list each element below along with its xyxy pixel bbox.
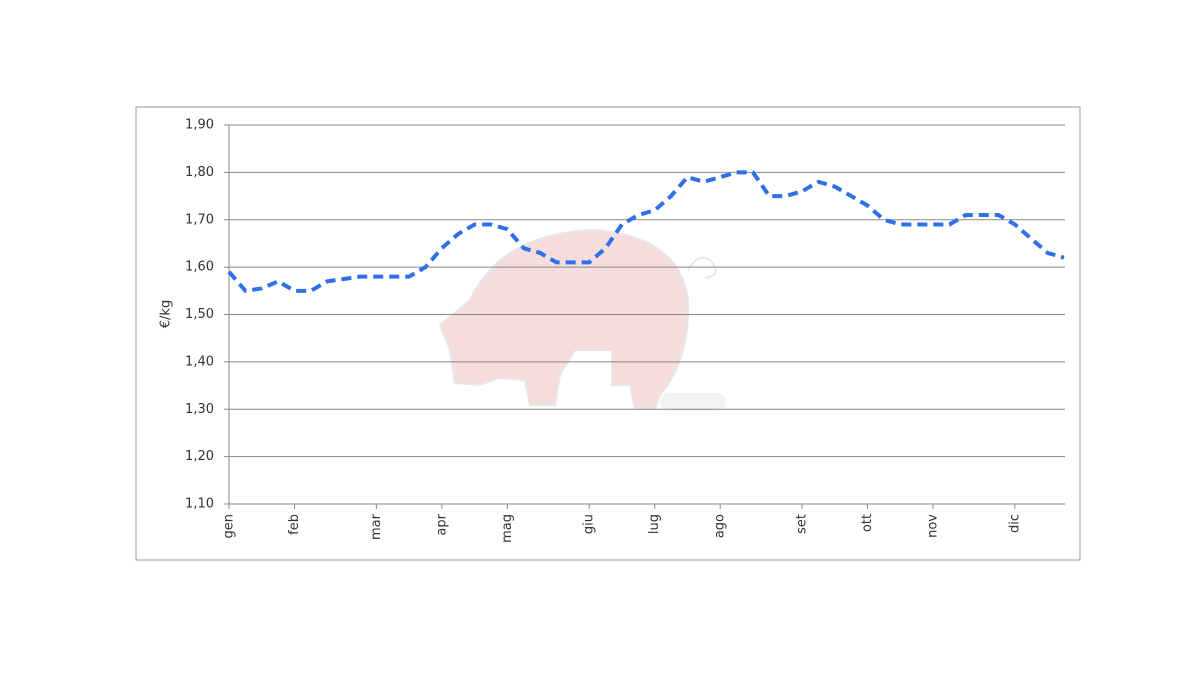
y-tick-label: 1,40 bbox=[185, 354, 214, 369]
y-tick-label: 1,30 bbox=[185, 402, 214, 417]
x-tick-label: apr bbox=[434, 513, 449, 535]
y-tick-label: 1,50 bbox=[185, 307, 214, 322]
x-tick-label: mag bbox=[500, 514, 515, 543]
x-tick-label: mar bbox=[369, 513, 384, 540]
data-line bbox=[227, 170, 1065, 293]
y-axis-title: €/kg bbox=[159, 300, 174, 328]
x-tick-label: feb bbox=[287, 514, 302, 535]
y-tick-label: 1,60 bbox=[185, 260, 214, 275]
x-tick-label: set bbox=[795, 514, 810, 534]
x-tick-label: giu bbox=[582, 514, 597, 534]
chart-frame bbox=[135, 106, 1081, 561]
x-tick-label: dic bbox=[1007, 514, 1022, 533]
y-tick-label: 1,20 bbox=[185, 449, 214, 464]
x-tick-label: nov bbox=[926, 514, 941, 538]
y-tick-label: 1,70 bbox=[185, 212, 214, 227]
y-tick-label: 1,90 bbox=[185, 118, 214, 133]
x-tick-label: lug bbox=[647, 514, 662, 534]
watermark bbox=[438, 228, 726, 411]
x-tick-label: ago bbox=[713, 514, 728, 538]
x-tick-label: ott bbox=[860, 514, 875, 532]
y-tick-label: 1,10 bbox=[185, 497, 214, 512]
y-tick-label: 1,80 bbox=[185, 165, 214, 180]
x-tick-label: gen bbox=[222, 514, 237, 539]
